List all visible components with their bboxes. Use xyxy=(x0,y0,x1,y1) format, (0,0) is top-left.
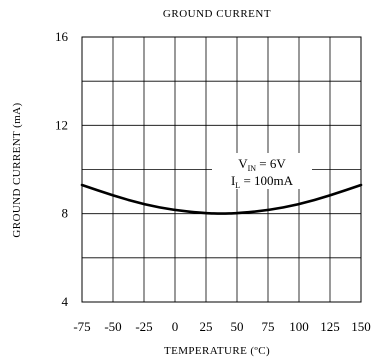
y-tick-labels: 4 8 12 16 xyxy=(55,29,69,309)
x-tick-label: 125 xyxy=(320,319,340,334)
x-tick-label: 25 xyxy=(200,319,213,334)
annotation-box xyxy=(212,153,312,189)
y-tick-label: 4 xyxy=(62,294,69,309)
chart-title: GROUND CURRENT xyxy=(163,8,271,20)
x-axis-label: TEMPERATURE (ºC) xyxy=(164,345,270,357)
x-tick-label: 50 xyxy=(231,319,244,334)
series-group xyxy=(80,183,363,215)
x-tick-label: -75 xyxy=(73,319,90,334)
y-tick-label: 16 xyxy=(55,29,69,44)
series-line xyxy=(80,183,363,215)
x-tick-label: 150 xyxy=(351,319,371,334)
x-tick-label: -50 xyxy=(104,319,121,334)
annotation-il: IL = 100mA xyxy=(231,173,294,190)
x-tick-label: 0 xyxy=(172,319,179,334)
x-tick-label: 75 xyxy=(262,319,275,334)
y-tick-label: 8 xyxy=(62,206,69,221)
x-tick-label: -25 xyxy=(135,319,152,334)
y-tick-label: 12 xyxy=(55,117,68,132)
annotation-vin: VIN = 6V xyxy=(238,156,286,173)
x-tick-labels: -75 -50 -25 0 25 50 75 100 125 150 xyxy=(73,319,370,334)
x-tick-label: 100 xyxy=(289,319,309,334)
plot-frame xyxy=(81,36,362,303)
y-axis-label: GROUND CURRENT (mA) xyxy=(11,102,23,237)
